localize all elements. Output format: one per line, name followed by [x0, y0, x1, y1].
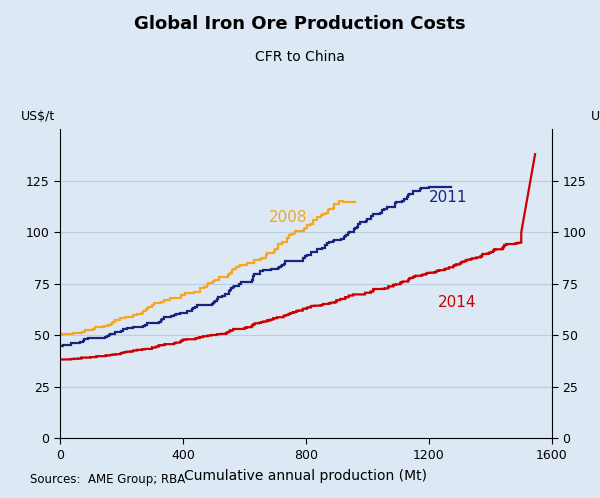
Text: 2011: 2011 [429, 190, 467, 205]
Text: US$/t: US$/t [592, 110, 600, 124]
X-axis label: Cumulative annual production (Mt): Cumulative annual production (Mt) [185, 469, 427, 483]
Text: US$/t: US$/t [20, 110, 55, 124]
Text: 2008: 2008 [269, 211, 308, 226]
Text: 2014: 2014 [438, 295, 477, 310]
Text: Global Iron Ore Production Costs: Global Iron Ore Production Costs [134, 15, 466, 33]
Text: CFR to China: CFR to China [255, 50, 345, 64]
Text: Sources:  AME Group; RBA: Sources: AME Group; RBA [30, 473, 185, 486]
